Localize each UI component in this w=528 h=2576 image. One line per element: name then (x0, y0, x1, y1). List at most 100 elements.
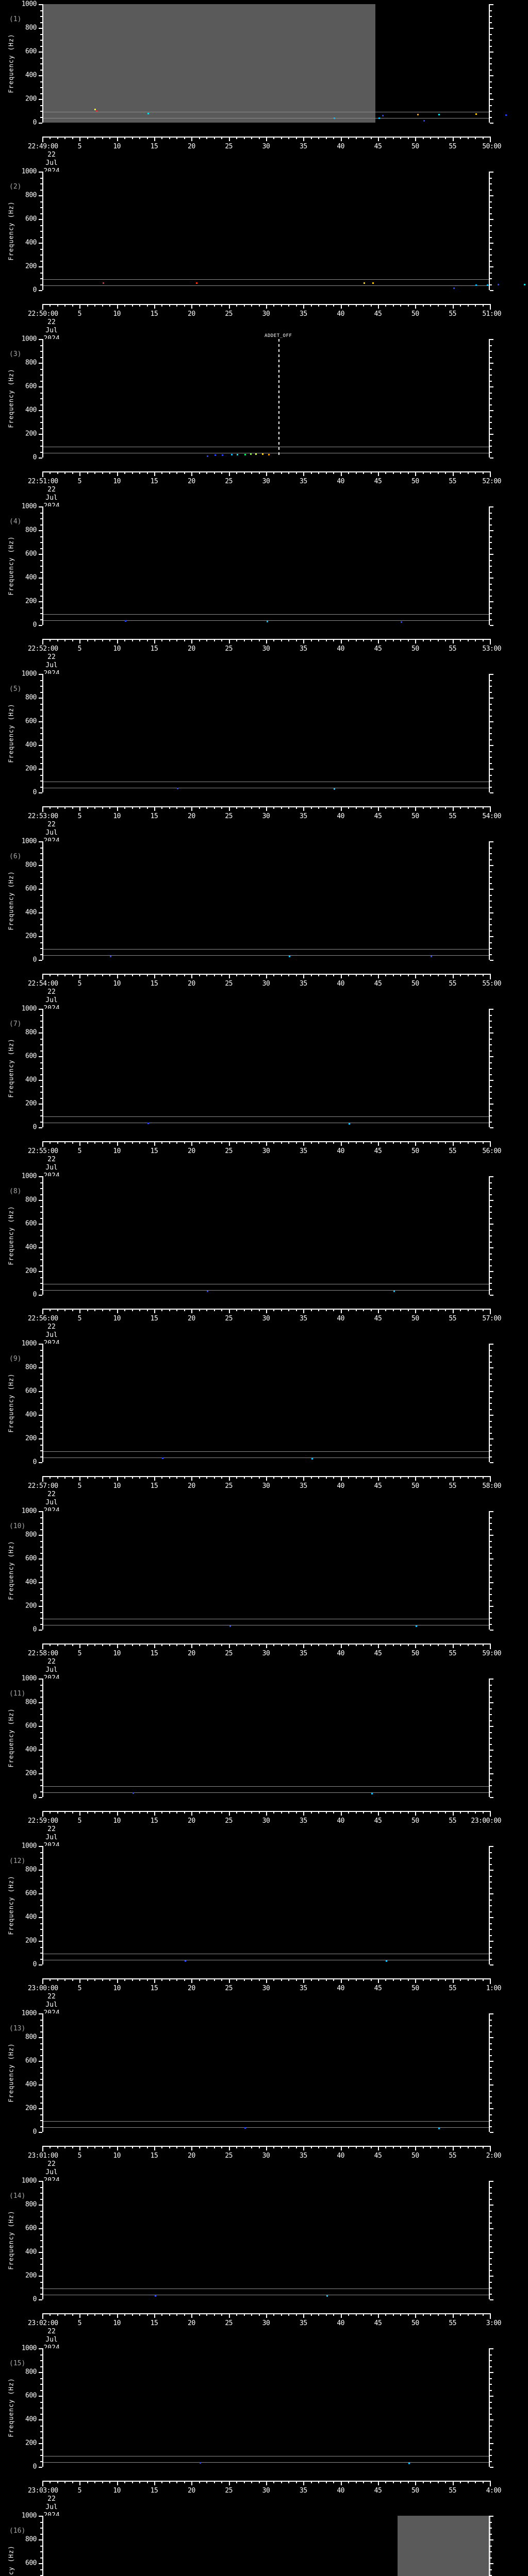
y-axis-major-tick (490, 625, 493, 626)
y-axis-minor-tick (490, 1092, 492, 1093)
y-axis-major-tick (490, 172, 493, 173)
x-axis-tick-label: 30 (262, 478, 270, 485)
y-axis-major-tick (490, 28, 493, 29)
x-axis-minor-tick (385, 304, 387, 307)
y-axis-minor-tick (490, 40, 492, 41)
x-axis-minor-tick (72, 1978, 73, 1981)
reference-line (43, 614, 489, 615)
x-axis-minor-tick (169, 2481, 170, 2483)
x-axis-minor-tick (109, 2146, 111, 2148)
y-axis-major-tick (39, 1176, 42, 1177)
x-axis-minor-tick (363, 1141, 365, 1144)
y-axis-minor-tick (490, 1523, 492, 1524)
x-axis-minor-tick (236, 471, 238, 474)
x-axis-minor-tick (370, 1476, 372, 1479)
y-axis-minor-tick (490, 207, 492, 208)
y-axis-tick-label: 400 (25, 1411, 37, 1419)
y-axis-major-tick (39, 2396, 42, 2397)
x-axis-tick-label: 50 (411, 310, 419, 318)
x-axis-minor-tick (318, 974, 320, 976)
x-axis-minor-tick (445, 2481, 447, 2483)
x-axis-minor-tick (102, 974, 103, 976)
x-axis-minor-tick (243, 2481, 245, 2483)
x-axis-major-tick (340, 471, 342, 476)
x-axis-minor-tick (139, 974, 141, 976)
x-axis-minor-tick (407, 1309, 409, 1311)
y-axis-major-tick (39, 2061, 42, 2062)
y-axis-minor-tick (490, 1540, 492, 1542)
x-axis-minor-tick (131, 806, 133, 809)
x-axis-minor-tick (363, 1811, 365, 1814)
y-axis-minor-tick (490, 1182, 492, 1183)
x-axis-minor-tick (146, 1309, 148, 1311)
x-axis-minor-tick (288, 1643, 290, 1646)
x-axis-tick-label: 30 (262, 2487, 270, 2495)
x-axis-tick-label: 40 (337, 1650, 344, 1657)
y-axis-major-tick (39, 219, 42, 220)
y-axis-minor-tick (40, 2049, 42, 2050)
x-axis: 5 10 15 20 25 30 35 40 45 50 55 22:59:00 23:00:00 22 J… (28, 1811, 501, 1850)
y-axis-minor-tick (40, 278, 42, 279)
y-axis-major-tick (490, 841, 493, 842)
x-axis-major-tick (117, 1309, 118, 1313)
y-axis-major-tick (39, 1009, 42, 1010)
detection-point (244, 2127, 246, 2129)
x-axis-minor-tick (131, 1811, 133, 1814)
x-axis-minor-tick (355, 2146, 357, 2148)
x-axis-minor-tick (430, 1141, 432, 1144)
x-axis-tick-label: 40 (337, 812, 344, 820)
x-axis: 51015202530354045505522:58:0059:0022Jul2… (28, 1643, 501, 1682)
x-axis-major-tick (117, 639, 118, 643)
x-axis-date-line: Jul (45, 1499, 58, 1506)
x-axis: 51015202530354045505522:50:0051:0022Jul2… (28, 304, 501, 343)
x-axis-major-tick (490, 2481, 491, 2486)
x-axis-minor-tick (422, 1476, 424, 1479)
x-axis-tick-label: 25 (225, 812, 233, 820)
y-axis-minor-tick (490, 1953, 492, 1954)
y-axis-minor-tick (490, 213, 492, 214)
x-axis-minor-tick (460, 2313, 461, 2316)
y-axis-minor-tick (40, 1600, 42, 1601)
x-axis-minor-tick (258, 304, 260, 307)
y-axis-tick-label: 800 (25, 2033, 37, 2041)
y-axis-major-tick (490, 4, 493, 5)
y-axis-minor-tick (490, 1899, 492, 1901)
y-axis-minor-tick (40, 1379, 42, 1380)
x-axis-major-tick (42, 1643, 43, 1649)
y-axis-major-tick (39, 99, 42, 100)
x-axis-minor-tick (318, 137, 320, 139)
x-axis-minor-tick (288, 471, 290, 474)
x-axis-minor-tick (318, 2481, 320, 2483)
x-axis-minor-tick (445, 1309, 447, 1311)
y-axis-minor-tick (40, 2246, 42, 2247)
y-axis-tick-label: 800 (25, 191, 37, 199)
y-axis-title-text: Frequency (Hz) (8, 33, 15, 93)
panel-index-label: (7) (9, 1020, 22, 1028)
x-axis-minor-tick (392, 1141, 394, 1144)
y-axis-minor-tick (40, 1409, 42, 1410)
y-axis-major-tick (490, 99, 493, 100)
x-axis-tick-label: 45 (374, 2487, 382, 2495)
x-axis-major-tick (340, 2313, 342, 2318)
x-axis-minor-tick (169, 1978, 170, 1981)
y-axis-minor-tick (40, 2210, 42, 2212)
y-axis-minor-tick (40, 1074, 42, 1075)
y-axis-minor-tick (490, 2287, 492, 2289)
y-axis-tick-label: 0 (32, 1291, 37, 1299)
y-axis-minor-tick (490, 1235, 492, 1236)
x-axis-major-tick (117, 2146, 118, 2150)
y-axis-minor-tick (490, 589, 492, 590)
y-axis-minor-tick (490, 733, 492, 734)
x-axis-minor-tick (131, 1309, 133, 1311)
y-axis-major-tick (490, 674, 493, 675)
y-axis-minor-tick (40, 871, 42, 872)
x-axis-major-tick (154, 806, 155, 811)
x-axis-minor-tick (64, 639, 66, 641)
x-axis-minor-tick (467, 304, 469, 307)
y-axis-major-tick (39, 1726, 42, 1727)
x-axis-minor-tick (176, 1978, 178, 1981)
x-axis-minor-tick (318, 806, 320, 809)
